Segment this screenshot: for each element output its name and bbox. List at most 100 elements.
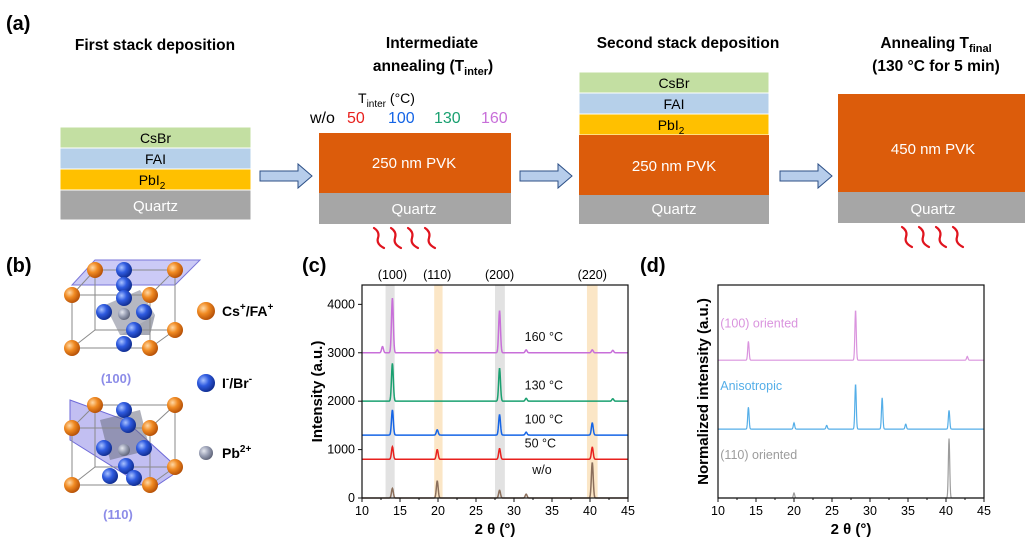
step3-title: Second stack deposition bbox=[597, 35, 780, 52]
temp-160: 160 bbox=[481, 110, 508, 127]
process-arrows bbox=[259, 162, 833, 190]
y-axis-label: Normalized intensity (a.u.) bbox=[695, 298, 712, 485]
step4-title-line2: (130 °C for 5 min) bbox=[872, 58, 1000, 75]
i-br-atoms bbox=[96, 262, 152, 352]
quartz-layer bbox=[838, 192, 1025, 223]
csbr-label: CsBr bbox=[140, 130, 171, 146]
pb-atom bbox=[118, 308, 130, 320]
fai-label: FAI bbox=[663, 96, 684, 112]
structure-100-label: (100) bbox=[101, 371, 131, 386]
pb-legend-label: Pb2+ bbox=[222, 444, 251, 461]
series-label: (110) oriented bbox=[720, 448, 797, 462]
temp-130: 130 bbox=[434, 110, 461, 127]
x-axis-label: 2 θ (°) bbox=[475, 521, 516, 538]
x-tick-label: 20 bbox=[431, 504, 445, 518]
x-tick-label: 40 bbox=[583, 504, 597, 518]
step4-title-line1: Annealing Tfinal bbox=[880, 35, 991, 55]
panel-b: (b) bbox=[6, 255, 274, 522]
quartz-layer bbox=[579, 195, 769, 224]
peak-label: (200) bbox=[485, 268, 514, 282]
temperature-list: w/o 50 100 130 160 bbox=[309, 110, 508, 127]
x-tick-label: 40 bbox=[939, 504, 953, 518]
x-tick-label: 15 bbox=[393, 504, 407, 518]
temp-50: 50 bbox=[347, 110, 365, 127]
x-tick-label: 10 bbox=[355, 504, 369, 518]
crystal-structure-110: (110) bbox=[64, 397, 183, 522]
series-line-3 bbox=[362, 444, 628, 461]
pbi2-label: PbI2 bbox=[658, 117, 685, 137]
cs-fa-legend-label: Cs+/FA+ bbox=[222, 302, 274, 319]
quartz-label: Quartz bbox=[133, 198, 178, 215]
series-label: w/o bbox=[531, 463, 552, 477]
tinter-label: Tinter (°C) bbox=[358, 90, 415, 110]
x-axis-label: 2 θ (°) bbox=[831, 521, 872, 538]
panel-b-label: (b) bbox=[6, 255, 32, 277]
structure-110-label: (110) bbox=[103, 507, 133, 522]
quartz-layer bbox=[319, 193, 511, 224]
quartz-layer bbox=[59, 189, 252, 221]
panel-d-label: (d) bbox=[640, 255, 666, 277]
i-br-legend-icon bbox=[197, 374, 215, 392]
panel-c-label: (c) bbox=[302, 255, 326, 277]
series-label: 50 °C bbox=[525, 437, 556, 451]
stack-1: CsBr FAI PbI2 Quartz bbox=[59, 126, 252, 221]
series-line-1 bbox=[718, 384, 984, 430]
highlight-band bbox=[495, 285, 505, 498]
cs-fa-atoms bbox=[64, 262, 183, 356]
fai-label: FAI bbox=[145, 151, 166, 167]
step1-title: First stack deposition bbox=[75, 37, 235, 54]
x-tick-label: 10 bbox=[711, 504, 725, 518]
pb-legend-icon bbox=[199, 446, 213, 460]
pvk-label: 450 nm PVK bbox=[891, 141, 975, 158]
atom-legend: Cs+/FA+ I-/Br- Pb2+ bbox=[197, 302, 274, 461]
series-line-0 bbox=[362, 297, 628, 354]
pvk-label: 250 nm PVK bbox=[632, 158, 716, 175]
highlight-band bbox=[385, 285, 395, 498]
peak-label: (100) bbox=[378, 268, 407, 282]
peak-label: (110) bbox=[423, 268, 451, 282]
heat-icon bbox=[372, 226, 437, 250]
series-label: 130 °C bbox=[525, 379, 563, 393]
panel-a-label: (a) bbox=[6, 13, 30, 35]
x-tick-label: 15 bbox=[749, 504, 763, 518]
y-tick-label: 2000 bbox=[327, 394, 355, 408]
step2-title-line2: annealing (Tinter) bbox=[373, 58, 493, 78]
y-tick-label: 4000 bbox=[327, 297, 355, 311]
stack-3: CsBr FAI PbI2 250 nm PVK Quartz bbox=[578, 71, 770, 224]
pvk-layer bbox=[579, 135, 769, 195]
highlight-band bbox=[586, 285, 598, 498]
series-label: Anisotropic bbox=[720, 379, 782, 393]
right-arrow-icon bbox=[259, 162, 313, 190]
xrd-chart-temperature: 160 °C 130 °C 100 °C 50 °C w/o 10 15 20 25 30 35 40… bbox=[309, 268, 635, 538]
right-arrow-icon bbox=[779, 162, 833, 190]
series-label: (100) oriented bbox=[720, 317, 798, 331]
panel-a: (a) First stack deposition Intermediate … bbox=[6, 13, 1025, 250]
csbr-label: CsBr bbox=[658, 75, 689, 91]
panel-d: (d) (100) oriented Anisotropic (110) orien… bbox=[640, 255, 991, 538]
temp-100: 100 bbox=[388, 110, 415, 127]
y-tick-label: 0 bbox=[348, 491, 355, 505]
pvk-layer bbox=[838, 94, 1025, 192]
step2-title-line1: Intermediate bbox=[386, 35, 479, 52]
x-tick-label: 20 bbox=[787, 504, 801, 518]
x-tick-label: 25 bbox=[825, 504, 839, 518]
highlight-band bbox=[434, 285, 443, 498]
quartz-label: Quartz bbox=[910, 201, 955, 218]
series-label: 160 °C bbox=[525, 330, 563, 344]
x-tick-label: 35 bbox=[545, 504, 559, 518]
series-label: 100 °C bbox=[525, 412, 563, 426]
y-tick-label: 1000 bbox=[327, 443, 355, 457]
pvk-label: 250 nm PVK bbox=[372, 155, 456, 172]
right-arrow-icon bbox=[519, 162, 573, 190]
pbi2-label: PbI2 bbox=[139, 172, 166, 192]
stack-2: 250 nm PVK Quartz bbox=[319, 133, 511, 250]
y-axis-label: Intensity (a.u.) bbox=[309, 341, 326, 443]
pvk-layer bbox=[319, 133, 511, 193]
x-tick-label: 30 bbox=[863, 504, 877, 518]
x-tick-label: 45 bbox=[977, 504, 991, 518]
y-tick-label: 3000 bbox=[327, 346, 355, 360]
quartz-label: Quartz bbox=[651, 201, 696, 218]
crystal-structure-100: (100) bbox=[64, 259, 202, 386]
pb-atom bbox=[118, 444, 130, 456]
